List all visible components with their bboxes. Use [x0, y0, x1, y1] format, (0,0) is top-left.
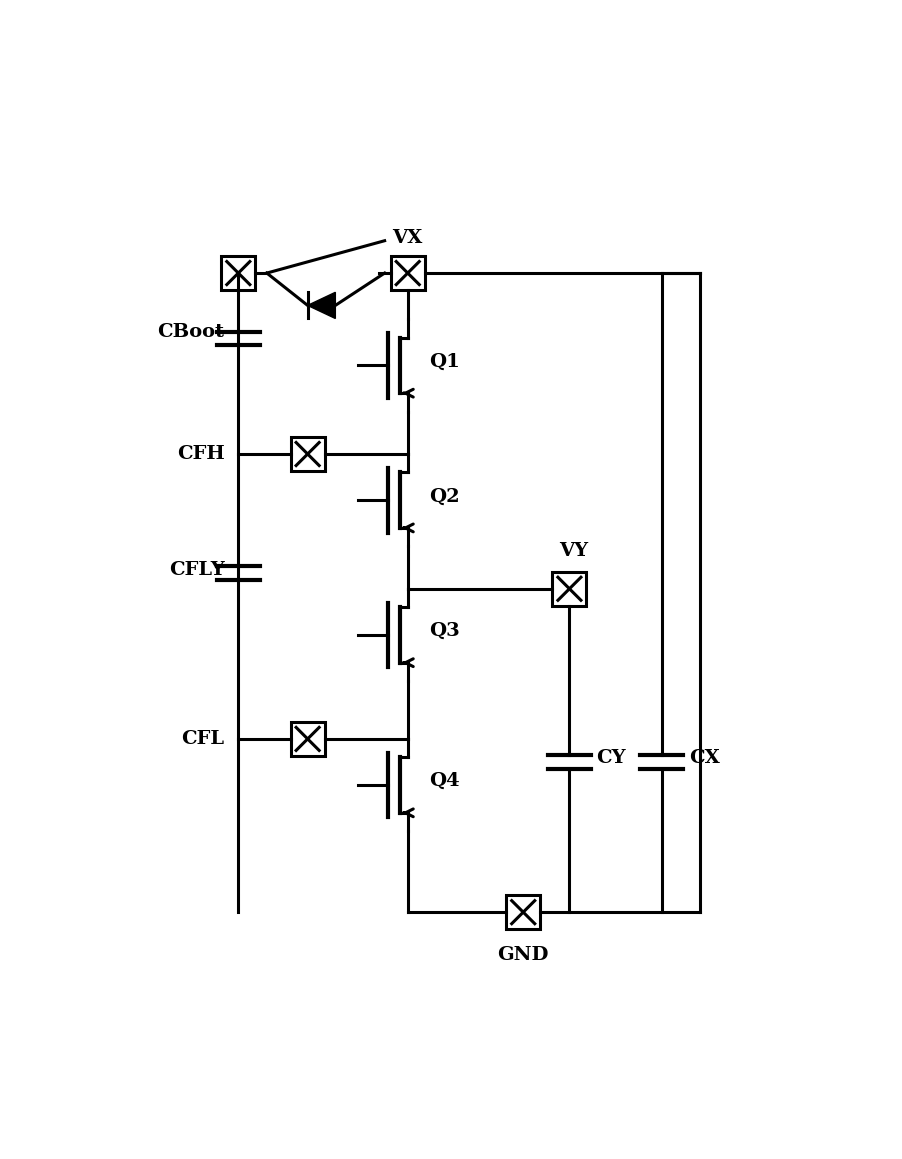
- Text: CX: CX: [688, 749, 719, 767]
- Text: VY: VY: [558, 542, 587, 560]
- Bar: [290, 722, 324, 756]
- Text: CBoot: CBoot: [157, 323, 225, 342]
- Text: Q3: Q3: [428, 622, 459, 640]
- Bar: [506, 895, 539, 930]
- Text: Q2: Q2: [428, 488, 459, 505]
- Text: CFLY: CFLY: [169, 561, 225, 578]
- Text: VX: VX: [392, 228, 422, 247]
- Bar: [221, 256, 255, 290]
- Text: Q4: Q4: [428, 772, 459, 790]
- Text: CY: CY: [595, 749, 625, 767]
- Text: GND: GND: [497, 946, 548, 964]
- Text: Q1: Q1: [428, 352, 460, 371]
- Bar: [391, 256, 424, 290]
- Text: CFL: CFL: [181, 730, 225, 748]
- Bar: [552, 571, 585, 606]
- Text: CFH: CFH: [177, 445, 225, 462]
- Bar: [290, 437, 324, 471]
- Polygon shape: [308, 292, 335, 319]
